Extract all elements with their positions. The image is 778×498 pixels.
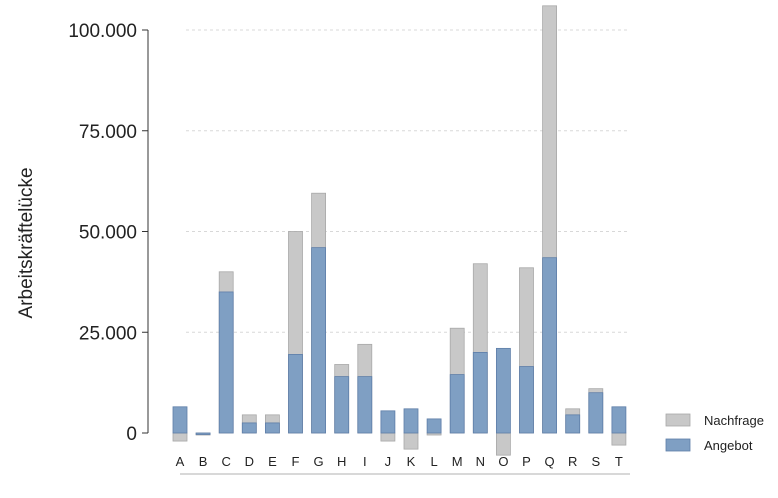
bar-angebot-r <box>565 414 581 434</box>
x-tick-label: C <box>222 454 231 469</box>
x-tick-label: A <box>176 454 185 469</box>
bar-nachfrage-t <box>611 432 627 446</box>
y-axis-title: Arbeitskräftelücke <box>16 167 37 318</box>
x-tick-label: B <box>199 454 208 469</box>
bar-angebot-t <box>611 406 627 434</box>
bar-angebot-s <box>588 392 604 434</box>
bar-nachfrage-k <box>403 432 419 450</box>
x-tick-label: M <box>452 454 463 469</box>
y-tick-label: 75.000 <box>79 122 137 143</box>
x-tick-label: I <box>363 454 367 469</box>
legend-swatch-angebot <box>665 438 691 452</box>
bar-angebot-a <box>172 406 188 434</box>
bar-angebot-l <box>426 418 442 434</box>
labels: 0 25.000 50.000 75.000 100.000 Arbeitskräftel… <box>16 21 623 469</box>
bar-angebot-h <box>334 376 350 434</box>
y-tick-label: 100.000 <box>68 21 137 42</box>
x-tick-label: Q <box>545 454 555 469</box>
legend-label-nachfrage: Nachfrage <box>704 413 764 428</box>
legend-swatch-nachfrage <box>665 413 691 427</box>
x-tick-label: T <box>615 454 623 469</box>
bar-angebot-k <box>403 408 419 434</box>
bar-angebot-p <box>519 366 534 434</box>
y-tick-label: 50.000 <box>79 223 137 244</box>
y-tick-label: 0 <box>126 424 137 445</box>
x-tick-label: G <box>314 454 324 469</box>
bar-angebot-n <box>472 351 488 434</box>
x-tick-label: O <box>498 454 508 469</box>
x-tick-label: H <box>337 454 346 469</box>
bar-angebot-m <box>449 374 465 434</box>
x-tick-label: J <box>385 454 392 469</box>
bars <box>172 5 627 456</box>
axes <box>142 29 630 475</box>
bar-angebot-g <box>311 247 327 434</box>
bar-angebot-f <box>288 354 303 434</box>
x-tick-label: D <box>245 454 254 469</box>
y-tick-label: 25.000 <box>79 323 137 344</box>
bar-angebot-c <box>218 291 234 434</box>
bar-angebot-i <box>357 376 373 434</box>
bar-angebot-j <box>380 410 396 434</box>
legend: Nachfrage Angebot <box>665 413 764 453</box>
legend-label-angebot: Angebot <box>704 438 753 453</box>
bar-angebot-e <box>264 422 280 434</box>
x-tick-label: N <box>476 454 485 469</box>
x-tick-label: S <box>591 454 600 469</box>
x-tick-label: E <box>268 454 277 469</box>
x-tick-label: K <box>407 454 416 469</box>
x-tick-label: F <box>292 454 300 469</box>
bar-nachfrage-j <box>380 432 396 442</box>
x-tick-label: R <box>568 454 577 469</box>
bar-angebot-b <box>195 432 211 435</box>
x-tick-label: L <box>430 454 437 469</box>
bar-nachfrage-a <box>172 432 188 442</box>
x-tick-label: P <box>522 454 531 469</box>
grid-lines <box>186 29 628 333</box>
bar-angebot-d <box>241 422 257 434</box>
bar-nachfrage-o <box>495 432 511 456</box>
bar-angebot-q <box>542 257 557 434</box>
bar-angebot-o <box>495 347 511 434</box>
